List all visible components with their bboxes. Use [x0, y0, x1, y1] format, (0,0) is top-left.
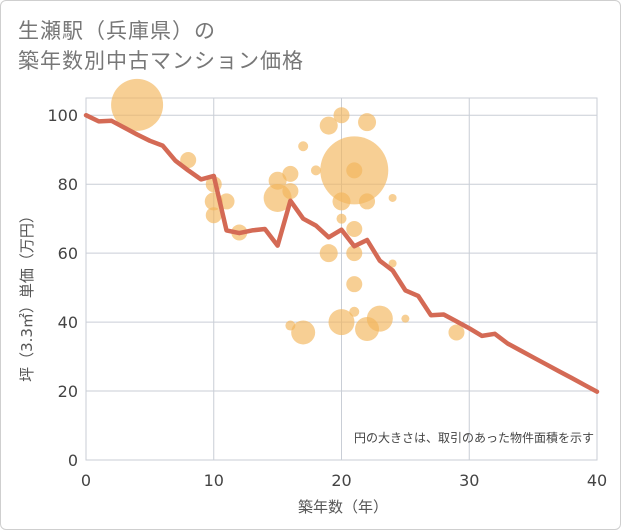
- bubble: [336, 213, 347, 224]
- bubble: [366, 305, 393, 332]
- bubble: [346, 245, 363, 262]
- bubble: [319, 244, 338, 263]
- bubbles: [111, 78, 465, 345]
- y-tick-label: 80: [58, 175, 78, 194]
- bubble: [282, 165, 299, 182]
- x-tick-label: 10: [204, 471, 224, 490]
- y-tick-label: 100: [47, 106, 78, 125]
- price-line: [83, 112, 600, 394]
- bubble: [298, 141, 309, 152]
- bubble: [180, 152, 197, 169]
- bubble: [388, 193, 397, 202]
- size-note: 円の大きさは、取引のあった物件面積を示す: [354, 430, 594, 445]
- y-tick-label: 60: [58, 244, 78, 263]
- y-axis-label: 坪（3.3㎡）単価（万円）: [18, 208, 36, 382]
- x-tick-label: 0: [81, 471, 91, 490]
- bubble: [349, 306, 360, 317]
- bubble: [310, 165, 321, 176]
- bubble: [401, 314, 410, 323]
- bubble: [388, 259, 397, 268]
- bubble: [205, 207, 222, 224]
- trend-line: [83, 112, 600, 394]
- x-tick-label: 40: [587, 471, 607, 490]
- x-tick-label: 20: [331, 471, 351, 490]
- bubble: [448, 324, 465, 341]
- bubble: [333, 107, 350, 124]
- bubble: [358, 113, 377, 132]
- bubble: [346, 162, 363, 179]
- ticks: 0 10 20 30 40 0 20 40 60 80 100: [47, 106, 607, 490]
- x-tick-label: 30: [459, 471, 479, 490]
- y-tick-label: 0: [68, 451, 78, 470]
- bubble: [319, 116, 338, 135]
- chart-title: 生瀬駅（兵庫県）の 築年数別中古マンション価格: [18, 19, 304, 73]
- y-tick-label: 40: [58, 313, 78, 332]
- bubble: [282, 183, 299, 200]
- bubble: [291, 320, 316, 345]
- bubble: [111, 78, 164, 131]
- y-tick-label: 20: [58, 382, 78, 401]
- bubble: [359, 193, 376, 210]
- bubble: [328, 309, 355, 336]
- bubble: [346, 276, 363, 293]
- x-axis-label: 築年数（年）: [298, 498, 388, 516]
- bubble: [346, 221, 363, 238]
